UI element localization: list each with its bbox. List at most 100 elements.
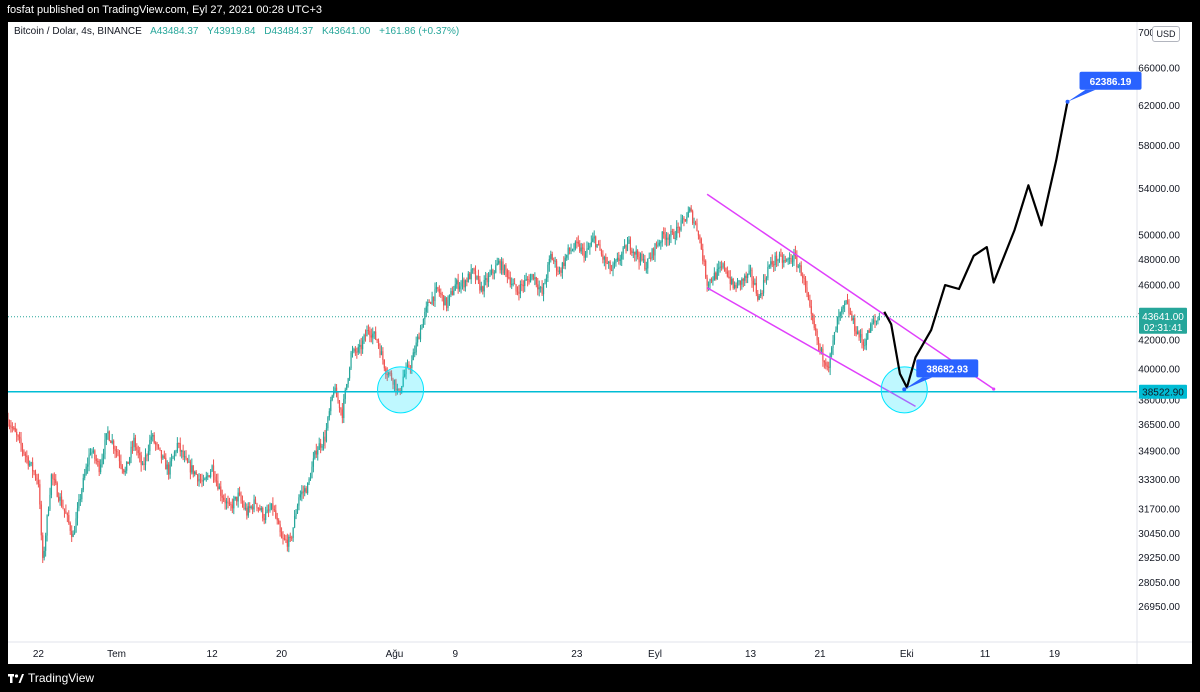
candle-body bbox=[166, 464, 168, 470]
candle-body bbox=[346, 383, 348, 390]
candle-body bbox=[162, 455, 164, 459]
candle-body bbox=[744, 275, 746, 281]
candle-body bbox=[173, 451, 176, 457]
candle-body bbox=[238, 492, 241, 495]
candle-body bbox=[705, 260, 707, 278]
candle-body bbox=[768, 265, 770, 267]
candle-body bbox=[128, 457, 131, 464]
candle-body bbox=[654, 243, 656, 256]
legend-low: D43484.37 bbox=[264, 26, 314, 37]
candle-body bbox=[29, 463, 31, 466]
candle-body bbox=[590, 241, 592, 246]
candle-body bbox=[567, 247, 569, 255]
candle-body bbox=[169, 461, 171, 475]
candle-body bbox=[411, 360, 413, 369]
price-tick-label: 42000.00 bbox=[1138, 335, 1180, 346]
candle-body bbox=[508, 277, 510, 279]
candle-body bbox=[505, 265, 507, 271]
candle-body bbox=[459, 286, 461, 290]
candle-body bbox=[263, 518, 265, 520]
candle-body bbox=[527, 279, 529, 281]
candle-body bbox=[738, 280, 740, 282]
candle-body bbox=[687, 211, 689, 218]
candle-body bbox=[314, 450, 316, 459]
candle-body bbox=[39, 484, 41, 505]
candle-body bbox=[839, 312, 841, 317]
candle-body bbox=[302, 491, 304, 493]
candle-body bbox=[463, 279, 465, 288]
price-tick-label: 54000.00 bbox=[1138, 184, 1180, 195]
currency-button[interactable]: USD bbox=[1152, 26, 1180, 42]
candle-body bbox=[419, 328, 422, 340]
candle-body bbox=[566, 254, 568, 258]
candle-body bbox=[155, 442, 157, 445]
candle-body bbox=[447, 299, 449, 309]
candle-body bbox=[92, 450, 94, 453]
tradingview-icon bbox=[8, 674, 24, 683]
candle-body bbox=[383, 360, 385, 369]
candle-body bbox=[747, 273, 749, 278]
candle-body bbox=[773, 264, 775, 266]
candle-body bbox=[694, 222, 697, 224]
candle-body bbox=[85, 466, 87, 475]
candle-body bbox=[576, 241, 578, 243]
candle-body bbox=[244, 507, 246, 509]
candle-body bbox=[308, 478, 310, 484]
candle-body bbox=[609, 261, 611, 271]
candle-body bbox=[376, 339, 378, 341]
candle-body bbox=[257, 507, 260, 509]
candle-body bbox=[26, 455, 28, 458]
candle-body bbox=[540, 287, 542, 289]
candle-body bbox=[642, 259, 645, 261]
candle-body bbox=[807, 292, 810, 300]
candle-body bbox=[299, 494, 301, 498]
candle-body bbox=[178, 442, 180, 444]
candle-body bbox=[732, 278, 734, 288]
candle-body bbox=[440, 293, 442, 295]
candle-body bbox=[703, 260, 705, 262]
candle-body bbox=[102, 454, 105, 459]
candle-body bbox=[829, 353, 831, 368]
candle-body bbox=[696, 223, 698, 231]
candle-body bbox=[68, 515, 70, 523]
channel-lower-line bbox=[706, 287, 916, 408]
candle-body bbox=[247, 506, 249, 516]
candle-body bbox=[815, 327, 817, 331]
candle-body bbox=[628, 239, 630, 244]
candle-body bbox=[583, 248, 585, 258]
candle-body bbox=[652, 248, 655, 256]
candle-body bbox=[657, 245, 659, 247]
candles bbox=[8, 205, 880, 564]
candle-body bbox=[702, 249, 704, 261]
tradingview-logo[interactable]: TradingView bbox=[8, 671, 94, 685]
candle-body bbox=[825, 362, 827, 366]
candle-body bbox=[188, 461, 190, 463]
candle-body bbox=[234, 496, 236, 500]
publish-text: fosfat published on TradingView.com, Eyl… bbox=[7, 4, 323, 16]
candle-body bbox=[307, 483, 309, 494]
candle-body bbox=[32, 462, 34, 472]
candle-body bbox=[367, 329, 370, 331]
candle-body bbox=[515, 284, 517, 292]
candle-body bbox=[42, 535, 44, 558]
candle-body bbox=[489, 273, 491, 276]
candle-body bbox=[686, 217, 688, 222]
candle-body bbox=[531, 274, 533, 278]
candle-body bbox=[467, 273, 469, 282]
candle-body bbox=[787, 258, 789, 260]
candle-body bbox=[337, 397, 339, 401]
candle-body bbox=[503, 265, 506, 274]
candle-body bbox=[832, 340, 834, 348]
candle-body bbox=[723, 263, 726, 269]
candle-body bbox=[664, 234, 666, 240]
candle-body bbox=[509, 277, 511, 285]
forecast-path bbox=[883, 101, 1069, 389]
candle-body bbox=[624, 245, 626, 248]
candle-body bbox=[557, 270, 559, 272]
symbol-name[interactable]: Bitcoin / Dolar, 4s, BINANCE bbox=[14, 26, 142, 37]
candle-body bbox=[344, 389, 346, 399]
candle-body bbox=[181, 450, 183, 452]
candle-body bbox=[595, 236, 597, 248]
